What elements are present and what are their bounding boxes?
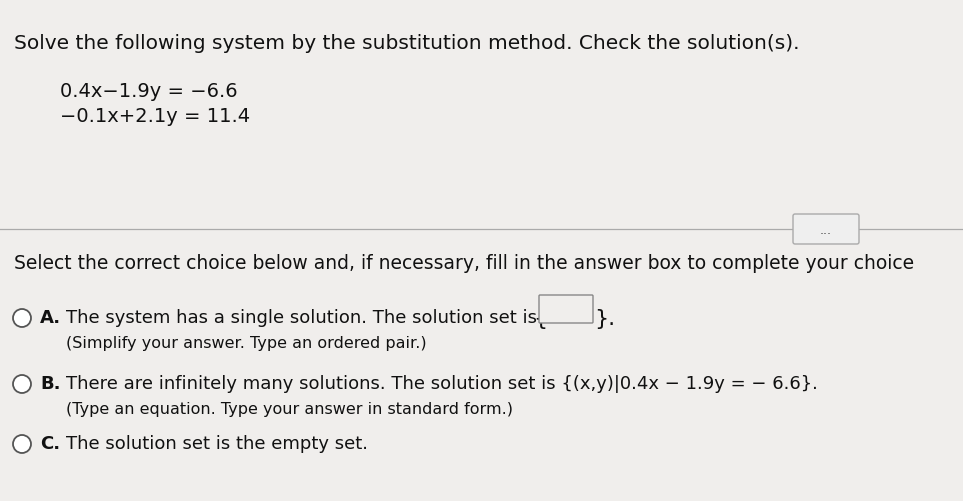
Text: Select the correct choice below and, if necessary, fill in the answer box to com: Select the correct choice below and, if …	[14, 254, 914, 273]
FancyBboxPatch shape	[793, 214, 859, 244]
Text: The solution set is the empty set.: The solution set is the empty set.	[66, 434, 368, 452]
Circle shape	[13, 435, 31, 453]
Text: Solve the following system by the substitution method. Check the solution(s).: Solve the following system by the substi…	[14, 34, 799, 53]
Text: C.: C.	[40, 434, 60, 452]
Text: (Type an equation. Type your answer in standard form.): (Type an equation. Type your answer in s…	[66, 401, 513, 416]
Text: ...: ...	[820, 223, 832, 236]
Text: A.: A.	[40, 309, 61, 326]
Text: B.: B.	[40, 374, 61, 392]
Text: (Simplify your answer. Type an ordered pair.): (Simplify your answer. Type an ordered p…	[66, 335, 427, 350]
Text: There are infinitely many solutions. The solution set is {(x,y)|0.4x − 1.9y = − : There are infinitely many solutions. The…	[66, 374, 818, 392]
Text: }.: }.	[594, 309, 615, 328]
Text: {: {	[533, 309, 547, 328]
Text: −0.1x+2.1y = 11.4: −0.1x+2.1y = 11.4	[60, 107, 250, 126]
Circle shape	[13, 375, 31, 393]
Circle shape	[13, 310, 31, 327]
Text: The system has a single solution. The solution set is: The system has a single solution. The so…	[66, 309, 537, 326]
Text: 0.4x−1.9y = −6.6: 0.4x−1.9y = −6.6	[60, 82, 238, 101]
FancyBboxPatch shape	[539, 296, 593, 323]
